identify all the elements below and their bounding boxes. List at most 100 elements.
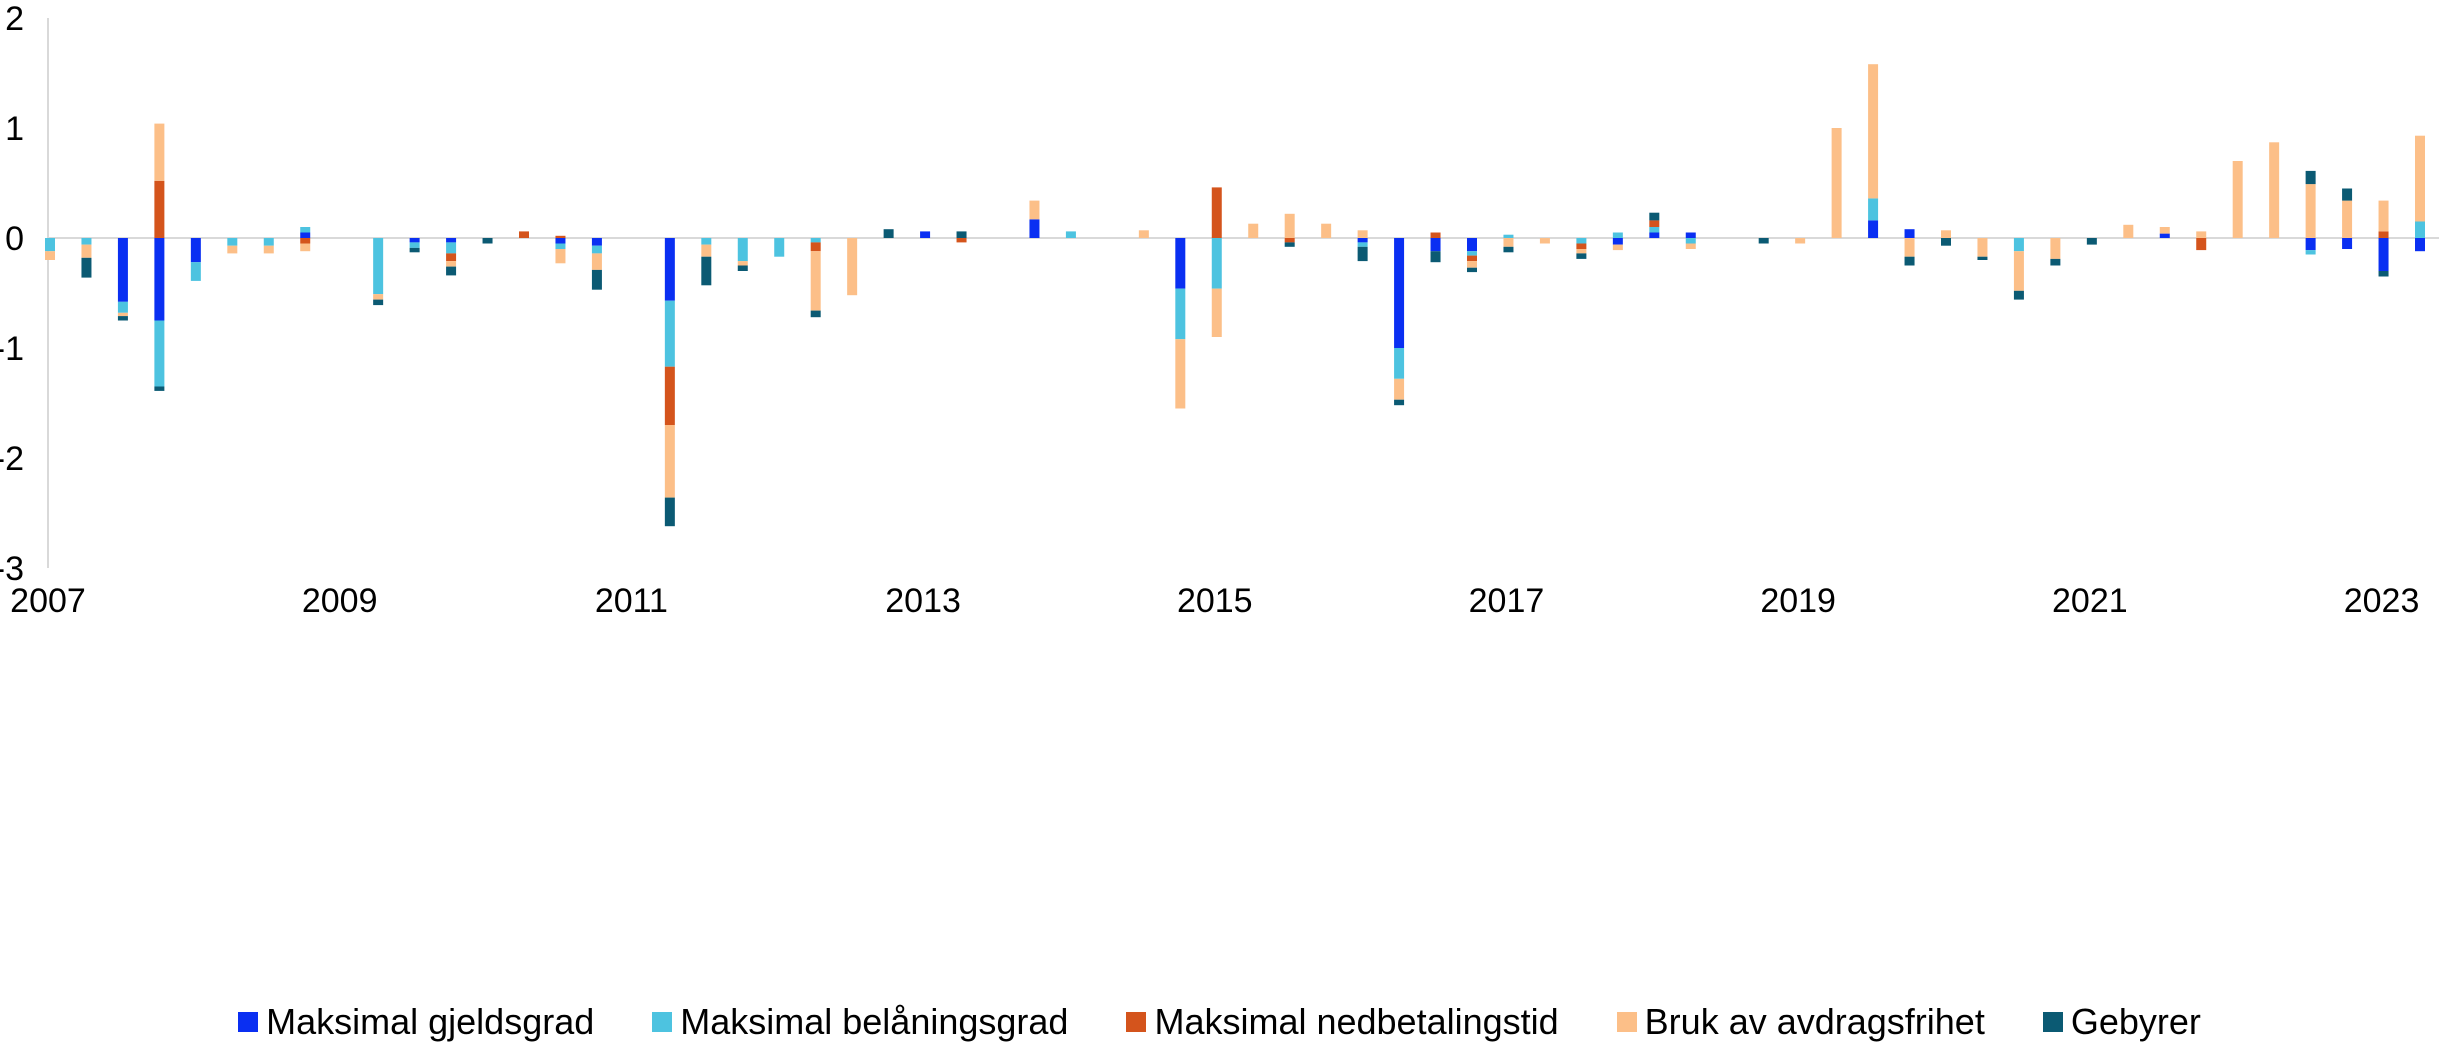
bar-segment <box>1868 198 1879 221</box>
bar-segment <box>154 180 165 238</box>
bar-segment <box>1138 230 1149 238</box>
x-tick-label: 2009 <box>302 582 378 620</box>
bar-segment <box>263 245 274 254</box>
bar-segment <box>190 262 201 281</box>
bar-segment <box>2342 200 2353 238</box>
bar-segment <box>664 366 675 425</box>
bar-segment <box>2305 184 2316 238</box>
bar-segment <box>1977 256 1988 260</box>
bar-segment <box>1503 246 1514 253</box>
bar-segment <box>1831 128 1842 238</box>
bar-segment <box>2232 161 2243 238</box>
bar-segment <box>117 301 128 313</box>
bar-segment <box>2342 188 2353 201</box>
bar-segment <box>81 244 92 258</box>
bar-segment <box>737 261 748 266</box>
x-tick-label: 2017 <box>1469 582 1545 620</box>
bar-segment <box>1904 238 1915 257</box>
bar-segment <box>1612 232 1623 238</box>
bar-segment <box>1467 255 1477 262</box>
bar-segment <box>555 243 566 249</box>
bar-segment <box>2415 238 2425 252</box>
bar-segment <box>2196 231 2207 238</box>
bar-segment <box>1868 220 1879 238</box>
bar-segment <box>1321 223 1332 238</box>
bar-segment <box>1685 243 1696 249</box>
bar-segment <box>1430 251 1441 263</box>
y-tick-label: -2 <box>0 440 24 478</box>
bar-segment <box>446 242 457 254</box>
legend: Maksimal gjeldsgrad Maksimal belåningsgr… <box>0 1000 2439 1043</box>
bar-segment <box>1467 238 1477 252</box>
bar-segment <box>482 238 493 244</box>
bar-segment <box>373 294 384 300</box>
legend-item: Maksimal belåningsgrad <box>652 1001 1068 1043</box>
bar-segment <box>1467 261 1477 268</box>
bar-segment <box>1284 242 1295 247</box>
bar-segment <box>446 266 457 276</box>
bar-segment <box>300 243 311 252</box>
bar-segment <box>2013 238 2024 252</box>
x-tick-labels: 2007 2009 2011 2013 2015 2017 2019 2021 2023 <box>10 582 2419 620</box>
bar-segment <box>737 238 748 262</box>
bar-segment <box>117 238 128 302</box>
bar-segment <box>300 238 311 244</box>
bar-segment <box>1649 220 1660 227</box>
bar-segment <box>1685 232 1696 238</box>
bar-segment <box>1467 267 1477 273</box>
y-tick-label: 2 <box>5 0 24 38</box>
bar-segment <box>737 265 748 271</box>
bar-segment <box>2050 258 2061 266</box>
bar-segment <box>1795 238 1806 244</box>
bar-segment <box>2013 251 2024 291</box>
legend-label-avdragsfrihet: Bruk av avdragsfrihet <box>1644 1000 1985 1042</box>
bar-segment <box>227 245 238 254</box>
bar-segment <box>2196 238 2207 251</box>
bar-segment <box>446 253 457 262</box>
bar-segment <box>1357 246 1368 262</box>
x-tick-label: 2011 <box>595 582 668 620</box>
bar-segment <box>2123 224 2134 238</box>
bar-segment <box>2415 221 2425 238</box>
legend-label-gebyrer: Gebyrer <box>2070 1000 2201 1042</box>
legend-item: Maksimal nedbetalingstid <box>1126 1000 1559 1043</box>
bar-segment <box>1503 234 1514 238</box>
bar-segment <box>1904 256 1915 266</box>
bar-segment <box>1211 238 1222 289</box>
bar-segment <box>1175 288 1186 340</box>
bar-segment <box>883 229 894 238</box>
y-tick-labels: 2 1 0 -1 -2 -3 <box>0 0 24 588</box>
legend-label-nedbetalingstid: Maksimal nedbetalingstid <box>1154 1000 1559 1042</box>
bar-segment <box>810 238 821 243</box>
bar-segment <box>1612 244 1623 251</box>
bar-segment <box>1576 238 1587 244</box>
bar-segment <box>1029 219 1040 238</box>
y-tick-label: 1 <box>5 110 24 148</box>
bar-segment <box>591 253 602 270</box>
bar-segment <box>2378 200 2389 232</box>
bar-segment <box>190 238 201 263</box>
bar-segment <box>519 231 529 238</box>
bar-segment <box>2013 290 2024 300</box>
bar-segment <box>2269 142 2280 238</box>
bar-segment <box>1977 238 1988 257</box>
bar-segment <box>1904 229 1915 238</box>
bar-segment <box>1649 232 1660 238</box>
bar-segment <box>555 235 566 238</box>
legend-label-belaningsgrad: Maksimal belåningsgrad <box>680 1000 1069 1042</box>
bar-segment <box>154 320 165 387</box>
bar-segment <box>2342 238 2353 249</box>
bar-segment <box>373 299 384 306</box>
bar-segment <box>2305 238 2316 251</box>
bar-segment <box>2305 250 2316 255</box>
bar-segment <box>409 238 420 243</box>
bar-segment <box>701 244 712 257</box>
bar-segment <box>2415 135 2425 222</box>
bar-segment <box>1284 213 1295 238</box>
bar-segment <box>154 386 165 391</box>
bar-layer <box>45 64 2425 527</box>
y-tick-label: -1 <box>0 330 24 368</box>
bar-segment <box>2050 238 2061 259</box>
bar-segment <box>847 238 858 296</box>
legend-item: Gebyrer <box>2042 1000 2201 1043</box>
